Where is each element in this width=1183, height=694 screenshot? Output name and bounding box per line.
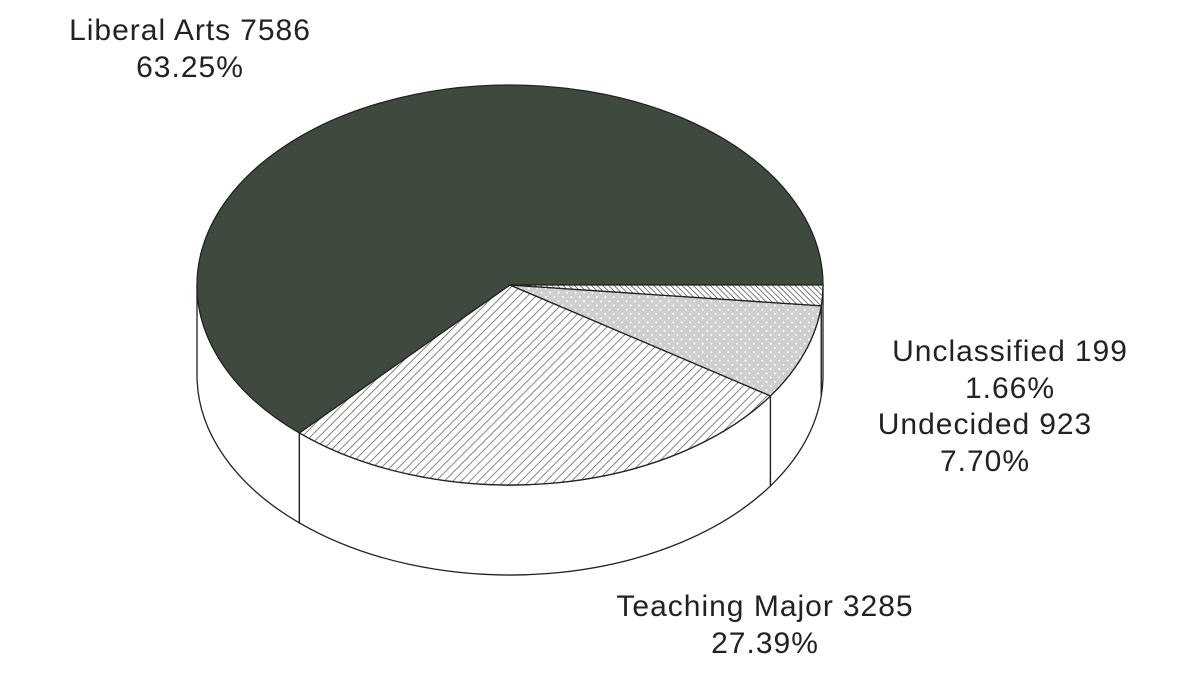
slice-percent: 63.25% <box>136 51 244 84</box>
slice-percent: 1.66% <box>965 372 1055 405</box>
slice <box>298 284 772 486</box>
slice-category: Unclassified <box>892 335 1066 368</box>
slice-category: Liberal Arts <box>69 14 231 47</box>
slice-value: 199 <box>1075 335 1128 368</box>
slice-label: Unclassified 199 <box>892 335 1128 368</box>
slice <box>196 84 824 434</box>
slice-label: Teaching Major 3285 <box>616 590 913 623</box>
slice-value: 923 <box>1039 408 1092 441</box>
slice <box>509 284 824 307</box>
slice-percent: 27.39% <box>711 627 819 660</box>
slice-category: Teaching Major <box>616 590 833 623</box>
slice-value: 3285 <box>843 590 914 623</box>
slice <box>509 284 823 397</box>
slice-label: Liberal Arts 7586 <box>69 14 311 47</box>
slice-category: Undecided <box>878 408 1030 441</box>
slice-percent: 7.70% <box>940 445 1030 478</box>
slice-value: 7586 <box>240 14 311 47</box>
slice-label: Undecided 923 <box>878 408 1093 441</box>
